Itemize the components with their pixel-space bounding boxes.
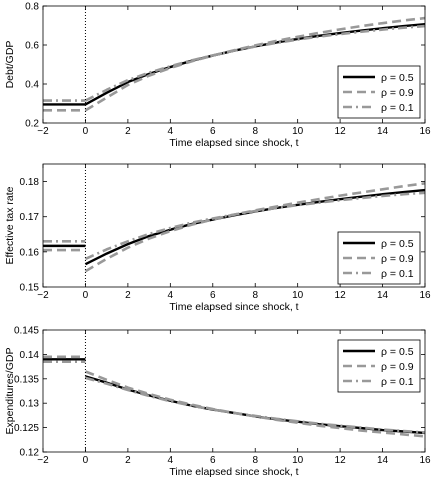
x-axis-label: Time elapsed since shock, t bbox=[169, 466, 298, 478]
y-axis-label: Expenditures/GDP bbox=[4, 348, 16, 435]
x-tick-label: −2 bbox=[37, 126, 49, 137]
y-axis-label: Debt/GDP bbox=[4, 41, 16, 89]
y-tick-label: 0.12 bbox=[20, 448, 40, 459]
legend: ρ = 0.5 ρ = 0.9 ρ = 0.1 bbox=[337, 65, 421, 119]
x-tick-label: 16 bbox=[419, 290, 431, 301]
x-tick-label: 14 bbox=[377, 290, 389, 301]
legend-label: ρ = 0.1 bbox=[381, 102, 414, 114]
y-tick-label: 0.6 bbox=[25, 41, 39, 52]
x-tick-label: 12 bbox=[335, 455, 347, 466]
legend-label: ρ = 0.5 bbox=[381, 238, 414, 250]
x-tick-label: −2 bbox=[37, 290, 49, 301]
x-tick-label: 14 bbox=[377, 126, 389, 137]
chart-panel-2: −2 0 2 4 6 8 10 12 14 16 0.15 0.16 0.17 0.18 Time elap… bbox=[4, 163, 431, 313]
x-tick-label: 4 bbox=[168, 126, 174, 137]
legend-label: ρ = 0.1 bbox=[381, 268, 414, 280]
x-axis-label: Time elapsed since shock, t bbox=[169, 137, 298, 149]
y-tick-label: 0.18 bbox=[20, 177, 40, 188]
legend-label: ρ = 0.5 bbox=[381, 346, 414, 358]
x-tick-label: 16 bbox=[419, 455, 431, 466]
series-3 bbox=[43, 191, 425, 261]
y-tick-label: 0.16 bbox=[20, 247, 40, 258]
x-tick-label: 6 bbox=[210, 126, 216, 137]
series-3-line bbox=[85, 376, 425, 434]
x-tick-label: 8 bbox=[252, 126, 258, 137]
legend-label: ρ = 0.9 bbox=[381, 253, 414, 265]
legend-label: ρ = 0.1 bbox=[381, 376, 414, 388]
x-tick-label: 0 bbox=[83, 126, 89, 137]
y-tick-label: 0.8 bbox=[25, 2, 39, 13]
y-tick-label: 0.135 bbox=[14, 374, 39, 385]
x-tick-label: −2 bbox=[37, 455, 49, 466]
series-3-line bbox=[84, 24, 425, 102]
y-tick-label: 0.17 bbox=[20, 212, 40, 223]
legend-label: ρ = 0.9 bbox=[381, 87, 414, 99]
legend-label: ρ = 0.5 bbox=[381, 72, 414, 84]
y-tick-label: 0.145 bbox=[14, 326, 39, 337]
legend: ρ = 0.5 ρ = 0.9 ρ = 0.1 bbox=[337, 231, 421, 285]
x-tick-label: 2 bbox=[125, 455, 131, 466]
x-axis-label: Time elapsed since shock, t bbox=[169, 301, 298, 313]
y-tick-label: 0.4 bbox=[25, 80, 39, 91]
y-axis-label: Effective tax rate bbox=[4, 186, 16, 264]
series-2 bbox=[43, 182, 425, 273]
x-tick-label: 12 bbox=[335, 290, 347, 301]
x-tick-label: 2 bbox=[125, 126, 131, 137]
legend: ρ = 0.5 ρ = 0.9 ρ = 0.1 bbox=[337, 339, 421, 393]
plot-frame bbox=[42, 5, 426, 124]
series-3-line bbox=[84, 191, 425, 261]
series-3 bbox=[43, 360, 425, 434]
x-tick-label: 16 bbox=[419, 126, 431, 137]
y-tick-label: 0.14 bbox=[20, 350, 40, 361]
x-tick-label: 6 bbox=[210, 290, 216, 301]
series-2-line bbox=[84, 182, 425, 273]
x-tick-label: 4 bbox=[168, 455, 174, 466]
plot-frame bbox=[42, 163, 426, 288]
x-tick-label: 4 bbox=[168, 290, 174, 301]
y-tick-label: 0.15 bbox=[20, 283, 40, 294]
x-tick-label: 8 bbox=[252, 455, 258, 466]
x-tick-label: 0 bbox=[83, 455, 89, 466]
legend-label: ρ = 0.9 bbox=[381, 361, 414, 373]
chart-panel-3: −2 0 2 4 6 8 10 12 14 16 0.12 0.125 0.13 0.135 0.14 0.1… bbox=[4, 326, 431, 479]
x-tick-label: 14 bbox=[377, 455, 389, 466]
x-tick-label: 2 bbox=[125, 290, 131, 301]
y-tick-label: 0.2 bbox=[25, 119, 39, 130]
x-tick-label: 8 bbox=[252, 290, 258, 301]
y-tick-label: 0.125 bbox=[14, 423, 39, 434]
plot-frame bbox=[42, 329, 426, 453]
x-tick-label: 10 bbox=[292, 290, 304, 301]
series-3 bbox=[43, 24, 425, 102]
x-tick-label: 10 bbox=[292, 126, 304, 137]
x-tick-label: 10 bbox=[292, 455, 304, 466]
chart-panel-1: −2 0 2 4 6 8 10 12 14 16 0.2 0.4 0.6 0.8 Time elapsed … bbox=[4, 2, 431, 150]
y-tick-label: 0.13 bbox=[20, 399, 40, 410]
x-tick-label: 0 bbox=[83, 290, 89, 301]
x-tick-label: 12 bbox=[335, 126, 347, 137]
x-tick-label: 6 bbox=[210, 455, 216, 466]
